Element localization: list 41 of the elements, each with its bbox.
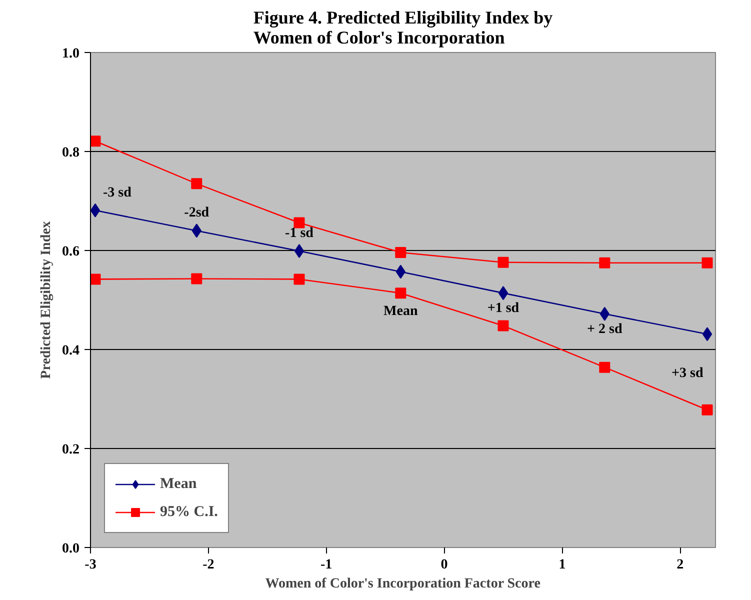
x-tick-label: 1 [558,558,566,572]
point [599,257,610,268]
point [90,136,101,147]
point [702,404,713,416]
point [395,246,406,258]
point [191,273,202,284]
annotation: +1 sd [487,301,520,316]
x-tick-label: -1 [320,558,332,572]
point [191,178,202,190]
point [90,274,101,285]
point [294,274,305,285]
x-tick-label: 2 [676,558,684,572]
y-tick-label: 1.0 [62,46,80,62]
annotation: -2sd [184,206,210,221]
point [599,362,610,373]
point [498,286,508,300]
chart-title: Figure 4. Predicted Eligibility Index by Women of Color's Incorporation [253,8,553,48]
point [702,257,713,268]
point [294,244,304,258]
legend-label: Mean [160,476,197,492]
point [702,327,712,342]
y-tick-label: 0.6 [62,244,80,260]
x-tick-label: -2 [202,558,214,572]
x-axis-title: Women of Color's Incorporation Factor Score [265,576,540,592]
annotation: -1 sd [285,226,314,241]
point [294,217,305,228]
annotation: Mean [384,304,418,319]
y-tick-label: 0.8 [62,146,80,160]
point [498,320,509,332]
point [498,256,509,268]
point [395,288,406,299]
annotation: -3 sd [103,185,132,200]
legend-label: 95% C.I. [160,504,218,520]
annotation: + 2 sd [587,322,622,337]
y-tick-label: 0.4 [62,344,80,358]
x-tick-label: -3 [84,558,96,572]
y-tick-label: 0.2 [62,442,80,458]
y-axis-title: Predicted Eligibility Index [39,221,54,379]
annotation: +3 sd [672,366,704,382]
x-tick-label: 0 [440,558,448,572]
y-tick-label: 0.0 [62,542,80,556]
